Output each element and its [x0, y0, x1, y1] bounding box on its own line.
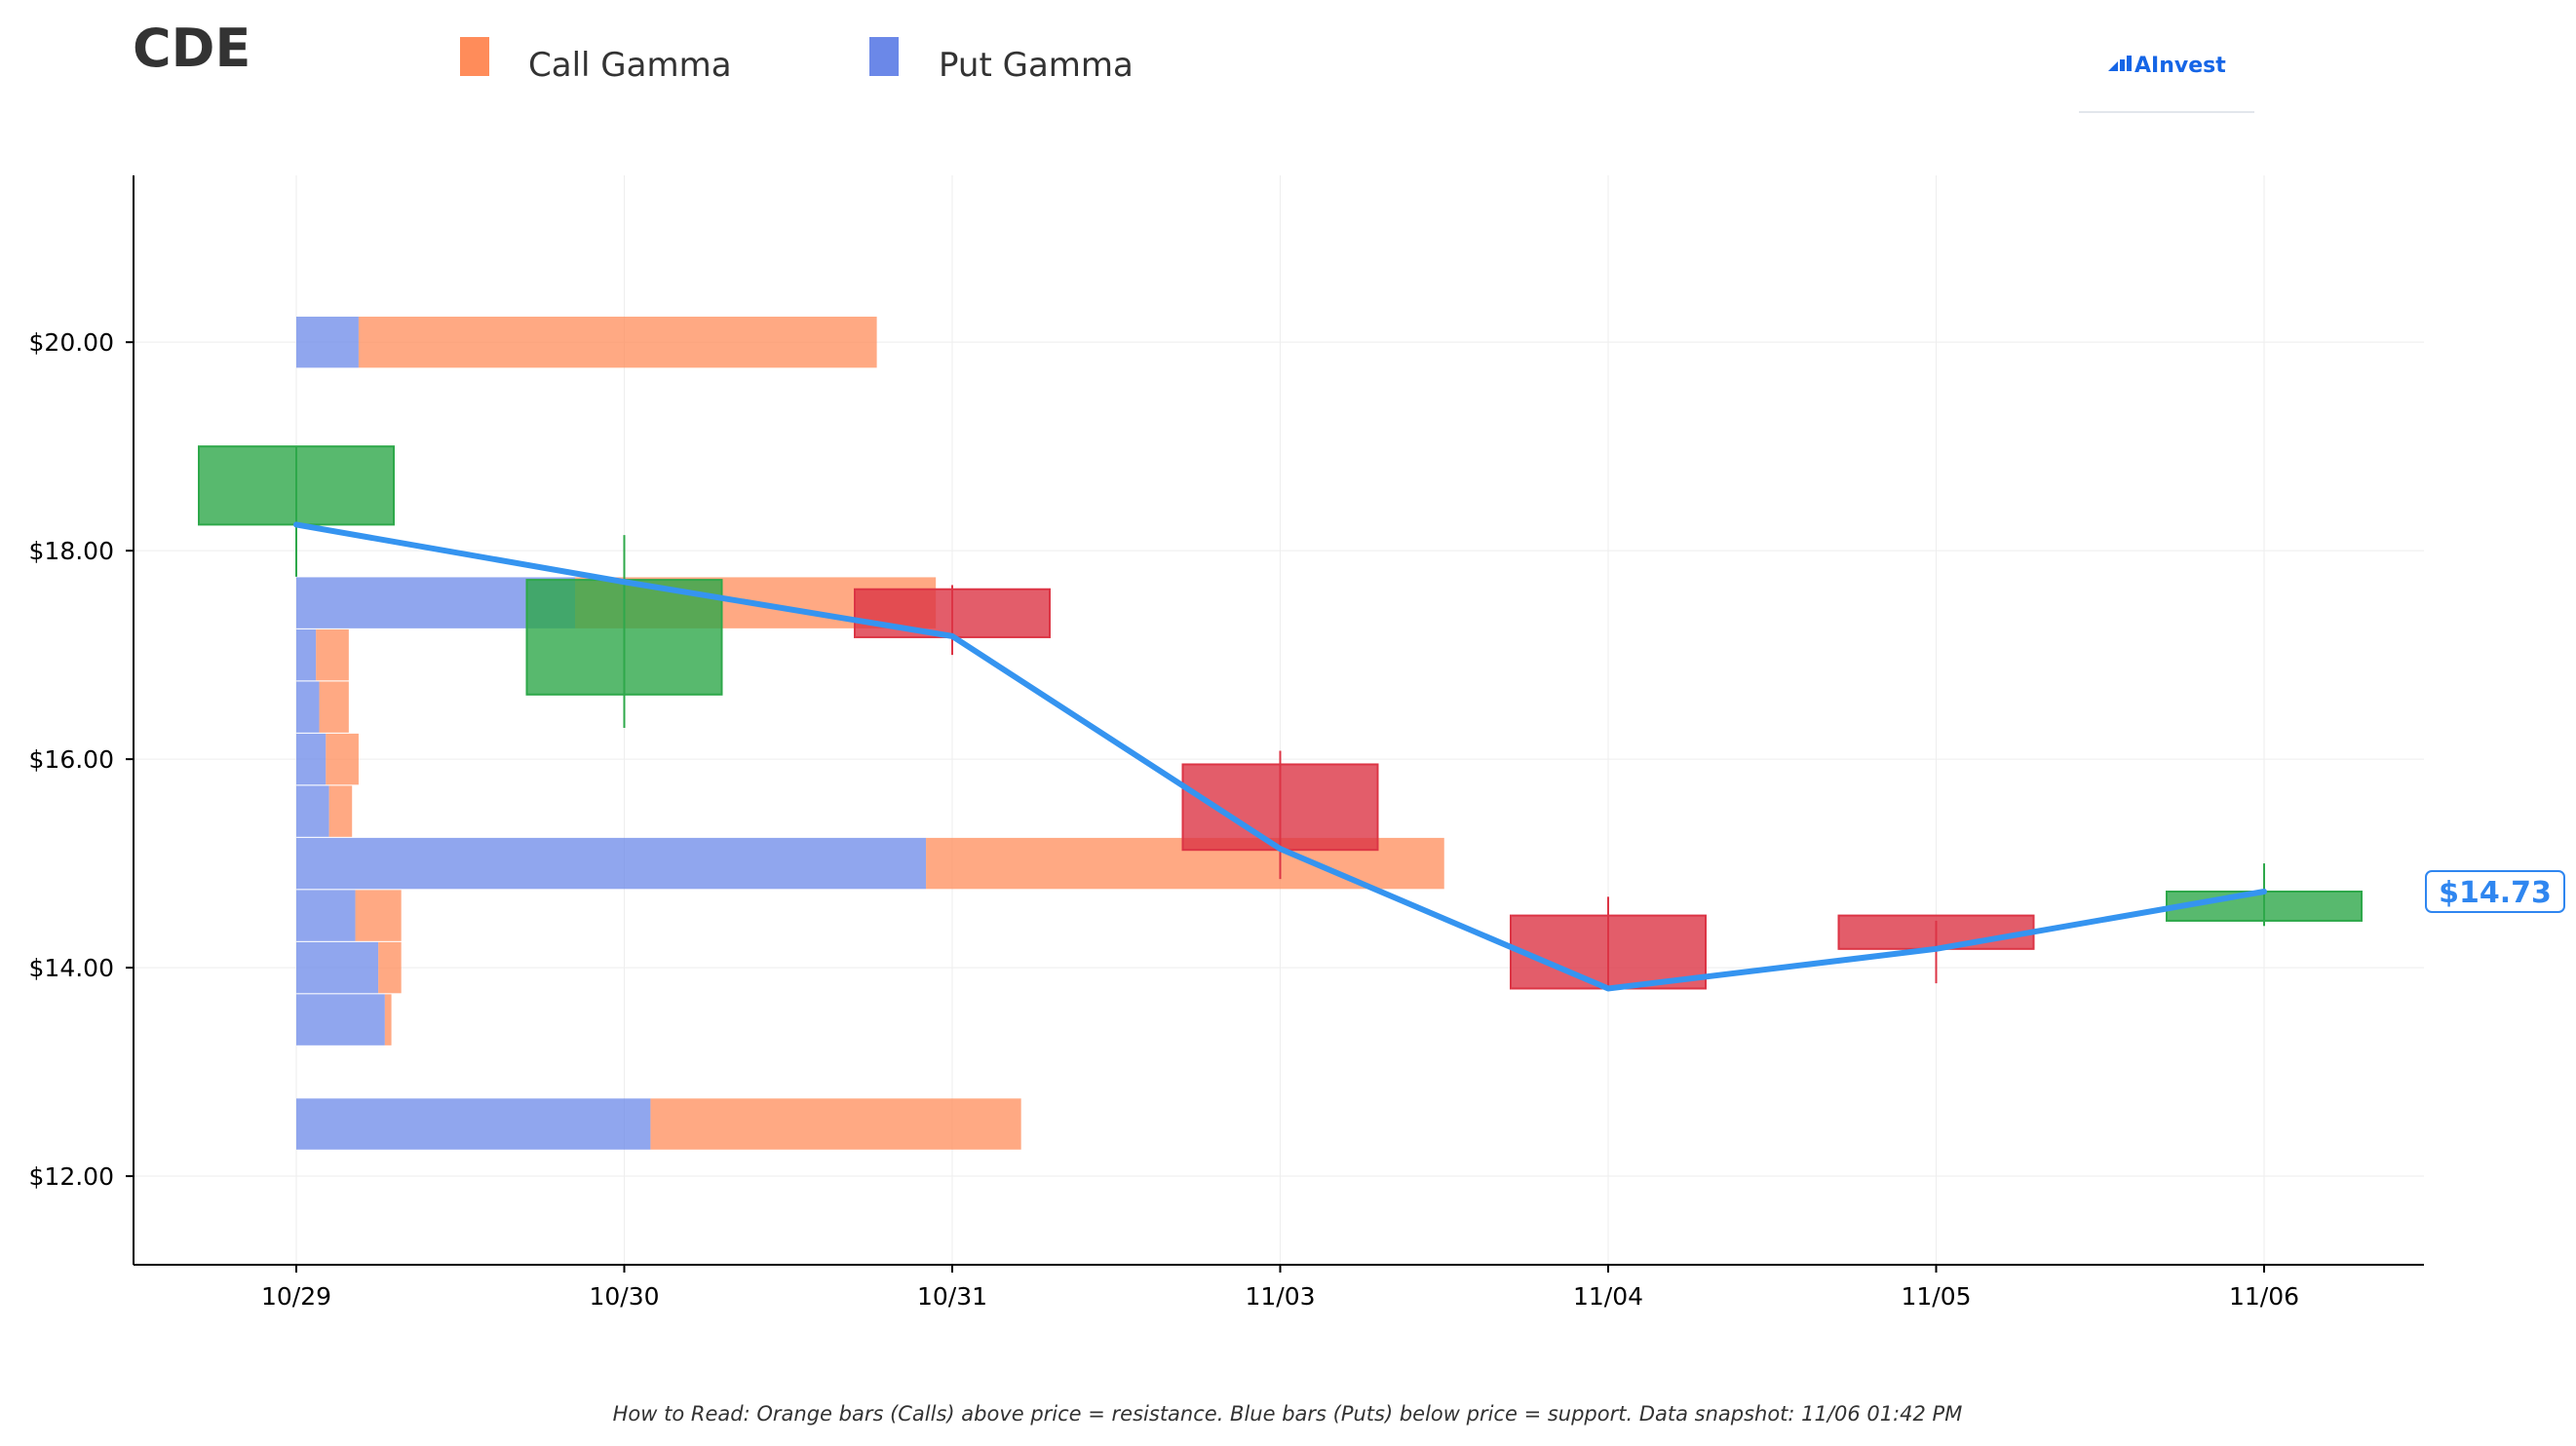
- legend-put-swatch: [869, 37, 899, 76]
- plot-area: $14.73 $12.00 $14.00 $16.00 $18.00 $20.00 10…: [29, 175, 2565, 1311]
- price-line: [293, 521, 2267, 992]
- call-gamma-bar: [650, 1098, 1021, 1150]
- axes: [133, 175, 2424, 1266]
- call-gamma-bar: [326, 733, 359, 785]
- put-gamma-bar: [296, 1098, 651, 1150]
- y-tick-label: $18.00: [29, 537, 114, 565]
- footer-note: How to Read: Orange bars (Calls) above p…: [613, 1402, 1963, 1426]
- last-price-label: $14.73: [2439, 876, 2552, 910]
- ainvest-logo: AInvest: [2079, 54, 2254, 113]
- y-tick-label: $14.00: [29, 954, 114, 982]
- call-gamma-bar: [378, 941, 402, 994]
- x-axis-ticks: 10/29 10/30 10/31 11/03 11/04 11/05 11/06: [261, 1265, 2299, 1311]
- y-tick-label: $20.00: [29, 328, 114, 357]
- legend: Call Gamma Put Gamma: [460, 37, 1134, 85]
- put-gamma-bar: [296, 628, 317, 681]
- legend-call-swatch: [460, 37, 489, 76]
- ticker-title: CDE: [133, 18, 250, 79]
- legend-call-label: Call Gamma: [528, 46, 732, 85]
- price-line-group: $14.73: [293, 521, 2565, 992]
- put-gamma-bar: [296, 837, 927, 890]
- logo-chart-icon: [2108, 56, 2132, 71]
- call-gamma-bar: [319, 681, 349, 733]
- call-gamma-bar: [355, 890, 402, 941]
- call-gamma-bar: [384, 994, 392, 1046]
- candle-body: [1837, 914, 2035, 950]
- last-price-box: [2425, 869, 2565, 913]
- legend-put-label: Put Gamma: [939, 46, 1134, 85]
- put-gamma-bar: [296, 785, 329, 837]
- gamma-bars: [296, 316, 1444, 1150]
- put-gamma-bar: [296, 316, 359, 368]
- candle-body: [854, 588, 1051, 638]
- put-gamma-bar: [296, 941, 379, 994]
- put-gamma-bar: [296, 994, 385, 1046]
- x-tick-label: 10/29: [261, 1282, 331, 1311]
- call-gamma-bar: [358, 316, 877, 368]
- candlesticks: [198, 445, 2363, 991]
- x-tick-label: 11/04: [1573, 1282, 1643, 1311]
- x-tick-label: 10/31: [917, 1282, 987, 1311]
- x-tick-label: 11/06: [2229, 1282, 2299, 1311]
- call-gamma-bar: [316, 628, 349, 681]
- x-tick-label: 11/05: [1901, 1282, 1971, 1311]
- x-tick-label: 11/03: [1245, 1282, 1315, 1311]
- put-gamma-bar: [296, 733, 327, 785]
- y-tick-label: $16.00: [29, 745, 114, 774]
- put-gamma-bar: [296, 681, 320, 733]
- candle-body: [198, 445, 395, 526]
- put-gamma-bar: [296, 890, 356, 941]
- candle-body: [1510, 914, 1707, 990]
- candle-body: [525, 579, 723, 696]
- logo-text: AInvest: [2134, 54, 2226, 78]
- y-tick-label: $12.00: [29, 1162, 114, 1191]
- call-gamma-bar: [328, 785, 353, 837]
- y-axis-ticks: $12.00 $14.00 $16.00 $18.00 $20.00: [29, 328, 134, 1191]
- x-tick-label: 10/30: [589, 1282, 659, 1311]
